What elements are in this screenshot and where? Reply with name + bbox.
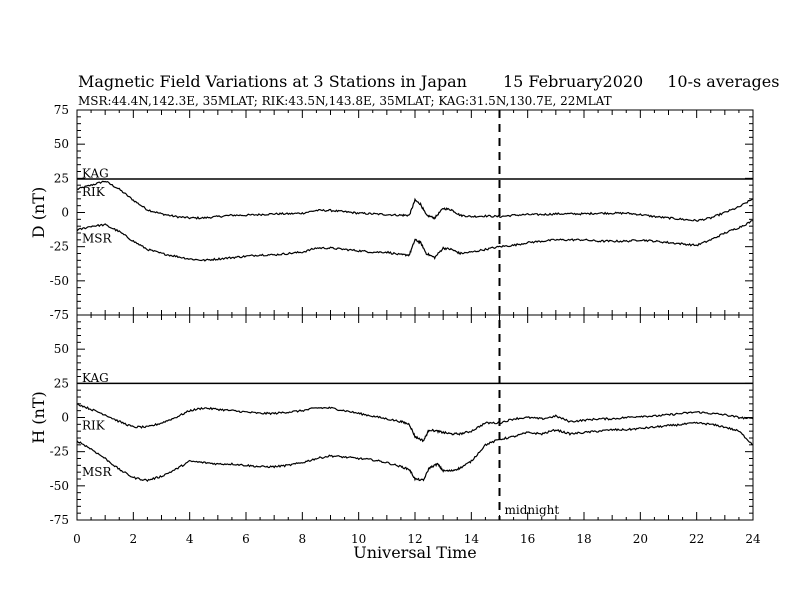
top-series-msr (76, 220, 753, 262)
top-series-rik (76, 180, 754, 222)
bottom-series-msr (76, 421, 754, 483)
top-ytick-label: 75 (54, 103, 69, 117)
xtick-label: 6 (242, 532, 250, 546)
top-label-msr: MSR (82, 231, 113, 245)
top-ytick-label: 50 (54, 137, 69, 151)
midnight-label: midnight (505, 503, 560, 517)
xtick-label: 2 (130, 532, 138, 546)
chart-title-main: Magnetic Field Variations at 3 Stations … (78, 72, 467, 91)
chart-title-date: 15 February2020 (502, 72, 644, 91)
xtick-label: 4 (186, 532, 194, 546)
bottom-label-rik: RIK (82, 419, 106, 433)
top-ytick-label: -50 (50, 274, 69, 288)
bottom-ytick-label: -25 (50, 445, 69, 459)
xtick-label: 18 (576, 532, 591, 546)
station-info: MSR:44.4N,142.3E, 35MLAT; RIK:43.5N,143.… (78, 94, 612, 108)
top-ytick-label: -75 (50, 308, 69, 322)
bottom-series-rik (76, 402, 754, 443)
bottom-ylabel: H (nT) (29, 391, 48, 444)
bottom-plot-frame (76, 314, 754, 521)
top-ylabel: D (nT) (29, 187, 48, 238)
xtick-label: 24 (745, 532, 761, 546)
bottom-ytick-label: -50 (50, 479, 69, 493)
top-label-kag: KAG (82, 167, 109, 181)
top-plot-frame (76, 109, 754, 316)
chart-title-averaging: 10-s averages (667, 72, 780, 91)
chart-title: Magnetic Field Variations at 3 Stations … (78, 72, 779, 91)
top-ytick-label: -25 (50, 240, 69, 254)
xlabel: Universal Time (353, 543, 476, 562)
bottom-label-msr: MSR (82, 465, 113, 479)
top-ytick-label: 0 (61, 206, 69, 220)
bottom-label-kag: KAG (82, 371, 109, 385)
top-ytick-label: 25 (54, 171, 69, 185)
xtick-label: 0 (73, 532, 81, 546)
xtick-label: 8 (299, 532, 307, 546)
xtick-label: 16 (520, 532, 535, 546)
bottom-ytick-label: 50 (54, 342, 69, 356)
xtick-label: 12 (407, 532, 422, 546)
xtick-label: 14 (464, 532, 480, 546)
bottom-ytick-label: 0 (61, 411, 69, 425)
top-label-rik: RIK (82, 185, 106, 199)
bottom-ytick-label: 25 (54, 376, 69, 390)
xtick-label: 22 (689, 532, 704, 546)
xtick-label: 10 (351, 532, 366, 546)
bottom-ytick-label: -75 (50, 513, 69, 527)
xtick-label: 20 (633, 532, 648, 546)
